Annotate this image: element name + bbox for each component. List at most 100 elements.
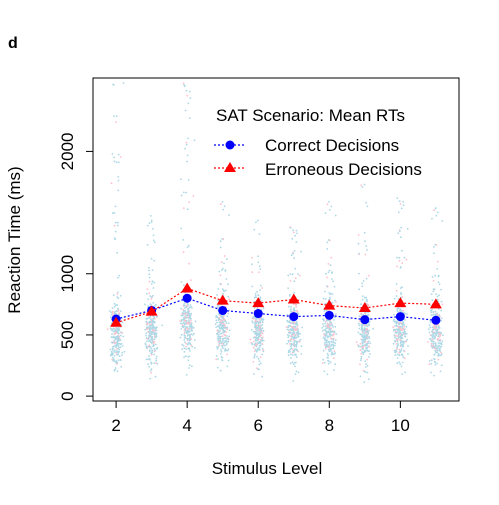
correct-trial-point	[326, 242, 328, 244]
correct-trial-point	[221, 357, 223, 359]
correct-trial-point	[225, 289, 227, 291]
correct-trial-point	[226, 258, 228, 260]
correct-trial-point	[328, 363, 330, 365]
correct-trial-point	[253, 229, 255, 231]
correct-trial-point	[369, 337, 371, 339]
correct-trial-point	[335, 333, 337, 335]
error-trial-point	[434, 325, 436, 327]
correct-trial-point	[184, 341, 186, 343]
correct-trial-point	[121, 354, 123, 356]
correct-trial-point	[360, 359, 362, 361]
correct-trial-point	[289, 325, 291, 327]
correct-trial-point	[224, 270, 226, 272]
correct-trial-point	[253, 316, 255, 318]
correct-trial-point	[396, 325, 398, 327]
correct-trial-point	[263, 340, 265, 342]
error-trial-point	[433, 209, 435, 211]
error-trial-point	[147, 288, 149, 290]
correct-trial-point	[365, 245, 367, 247]
correct-trial-point	[146, 341, 148, 343]
error-mean-point	[181, 282, 193, 292]
correct-trial-point	[394, 350, 396, 352]
correct-trial-point	[328, 349, 330, 351]
correct-trial-point	[113, 351, 115, 353]
correct-trial-point	[292, 354, 294, 356]
correct-trial-point	[257, 328, 259, 330]
error-trial-point	[325, 348, 327, 350]
correct-trial-point	[116, 360, 118, 362]
correct-trial-point	[148, 336, 150, 338]
correct-trial-point	[293, 257, 295, 259]
correct-trial-point	[218, 330, 220, 332]
correct-mean-point	[183, 294, 192, 303]
correct-trial-point	[222, 329, 224, 331]
correct-trial-point	[151, 296, 153, 298]
correct-trial-point	[366, 347, 368, 349]
error-trial-point	[364, 324, 366, 326]
correct-trial-point	[115, 346, 117, 348]
correct-trial-point	[437, 331, 439, 333]
correct-trial-point	[401, 250, 403, 252]
correct-trial-point	[155, 344, 157, 346]
correct-trial-point	[256, 318, 258, 320]
correct-trial-point	[226, 315, 228, 317]
correct-trial-point	[222, 347, 224, 349]
correct-trial-point	[394, 352, 396, 354]
correct-trial-point	[257, 255, 259, 257]
correct-trial-point	[118, 180, 120, 182]
correct-trial-point	[289, 322, 291, 324]
correct-trial-point	[153, 287, 155, 289]
correct-trial-point	[286, 320, 288, 322]
correct-trial-point	[114, 340, 116, 342]
correct-trial-point	[146, 293, 148, 295]
correct-trial-point	[152, 324, 154, 326]
correct-trial-point	[365, 366, 367, 368]
correct-trial-point	[148, 355, 150, 357]
correct-trial-point	[145, 335, 147, 337]
correct-trial-point	[372, 328, 374, 330]
correct-trial-point	[365, 335, 367, 337]
correct-trial-point	[253, 373, 255, 375]
legend-label-error: Erroneous Decisions	[265, 160, 422, 179]
correct-trial-point	[438, 342, 440, 344]
correct-trial-point	[364, 232, 366, 234]
error-trial-point	[334, 350, 336, 352]
correct-trial-point	[431, 359, 433, 361]
error-trial-point	[286, 326, 288, 328]
error-trial-point	[192, 195, 194, 197]
correct-trial-point	[117, 340, 119, 342]
correct-trial-point	[189, 91, 191, 93]
correct-trial-point	[293, 351, 295, 353]
correct-trial-point	[430, 321, 432, 323]
error-trial-point	[327, 324, 329, 326]
correct-trial-point	[188, 313, 190, 315]
correct-trial-point	[297, 335, 299, 337]
correct-trial-point	[188, 245, 190, 247]
correct-trial-point	[156, 316, 158, 318]
correct-trial-point	[328, 201, 330, 203]
correct-trial-point	[117, 222, 119, 224]
correct-trial-point	[184, 351, 186, 353]
correct-trial-point	[358, 253, 360, 255]
correct-trial-point	[335, 215, 337, 217]
correct-trial-point	[437, 335, 439, 337]
error-trial-point	[154, 318, 156, 320]
correct-trial-point	[255, 342, 257, 344]
correct-trial-point	[114, 239, 116, 241]
correct-trial-point	[364, 330, 366, 332]
x-tick-label: 8	[325, 416, 334, 435]
error-trial-point	[433, 280, 435, 282]
correct-trial-point	[402, 327, 404, 329]
correct-trial-point	[147, 225, 149, 227]
error-trial-point	[224, 334, 226, 336]
correct-trial-point	[251, 286, 253, 288]
correct-trial-point	[259, 347, 261, 349]
correct-trial-point	[326, 248, 328, 250]
correct-trial-point	[438, 327, 440, 329]
correct-trial-point	[184, 148, 186, 150]
correct-trial-point	[430, 372, 432, 374]
correct-trial-point	[334, 331, 336, 333]
correct-trial-point	[259, 233, 261, 235]
error-trial-point	[399, 339, 401, 341]
correct-trial-point	[112, 84, 114, 86]
